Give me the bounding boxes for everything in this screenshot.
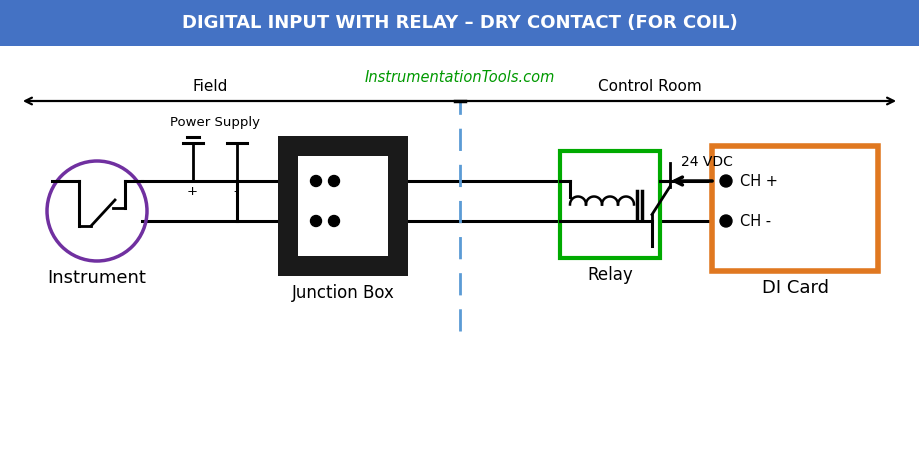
Text: Field: Field [192, 79, 228, 94]
Text: Junction Box: Junction Box [291, 284, 394, 302]
Text: CH -: CH - [740, 214, 771, 228]
Circle shape [720, 175, 732, 187]
Text: DI Card: DI Card [762, 279, 829, 297]
Text: Instrument: Instrument [48, 269, 146, 287]
Circle shape [311, 216, 322, 227]
Bar [278, 136, 408, 276]
Text: -: - [233, 185, 238, 198]
Text: Relay: Relay [587, 266, 633, 284]
Circle shape [328, 176, 339, 187]
Text: 24 VDC: 24 VDC [681, 155, 732, 169]
Bar [712, 146, 878, 271]
Circle shape [328, 216, 339, 227]
Text: DIGITAL INPUT WITH RELAY – DRY CONTACT (FOR COIL): DIGITAL INPUT WITH RELAY – DRY CONTACT (… [182, 14, 737, 32]
Text: InstrumentationTools.com: InstrumentationTools.com [364, 70, 555, 86]
Circle shape [720, 215, 732, 227]
Text: Control Room: Control Room [598, 79, 702, 94]
Text: +: + [187, 185, 198, 198]
Bar [560, 151, 660, 258]
Text: Power Supply: Power Supply [170, 116, 260, 129]
Bar [0, 0, 919, 46]
Bar [298, 156, 388, 256]
Text: CH +: CH + [740, 173, 777, 188]
Circle shape [311, 176, 322, 187]
